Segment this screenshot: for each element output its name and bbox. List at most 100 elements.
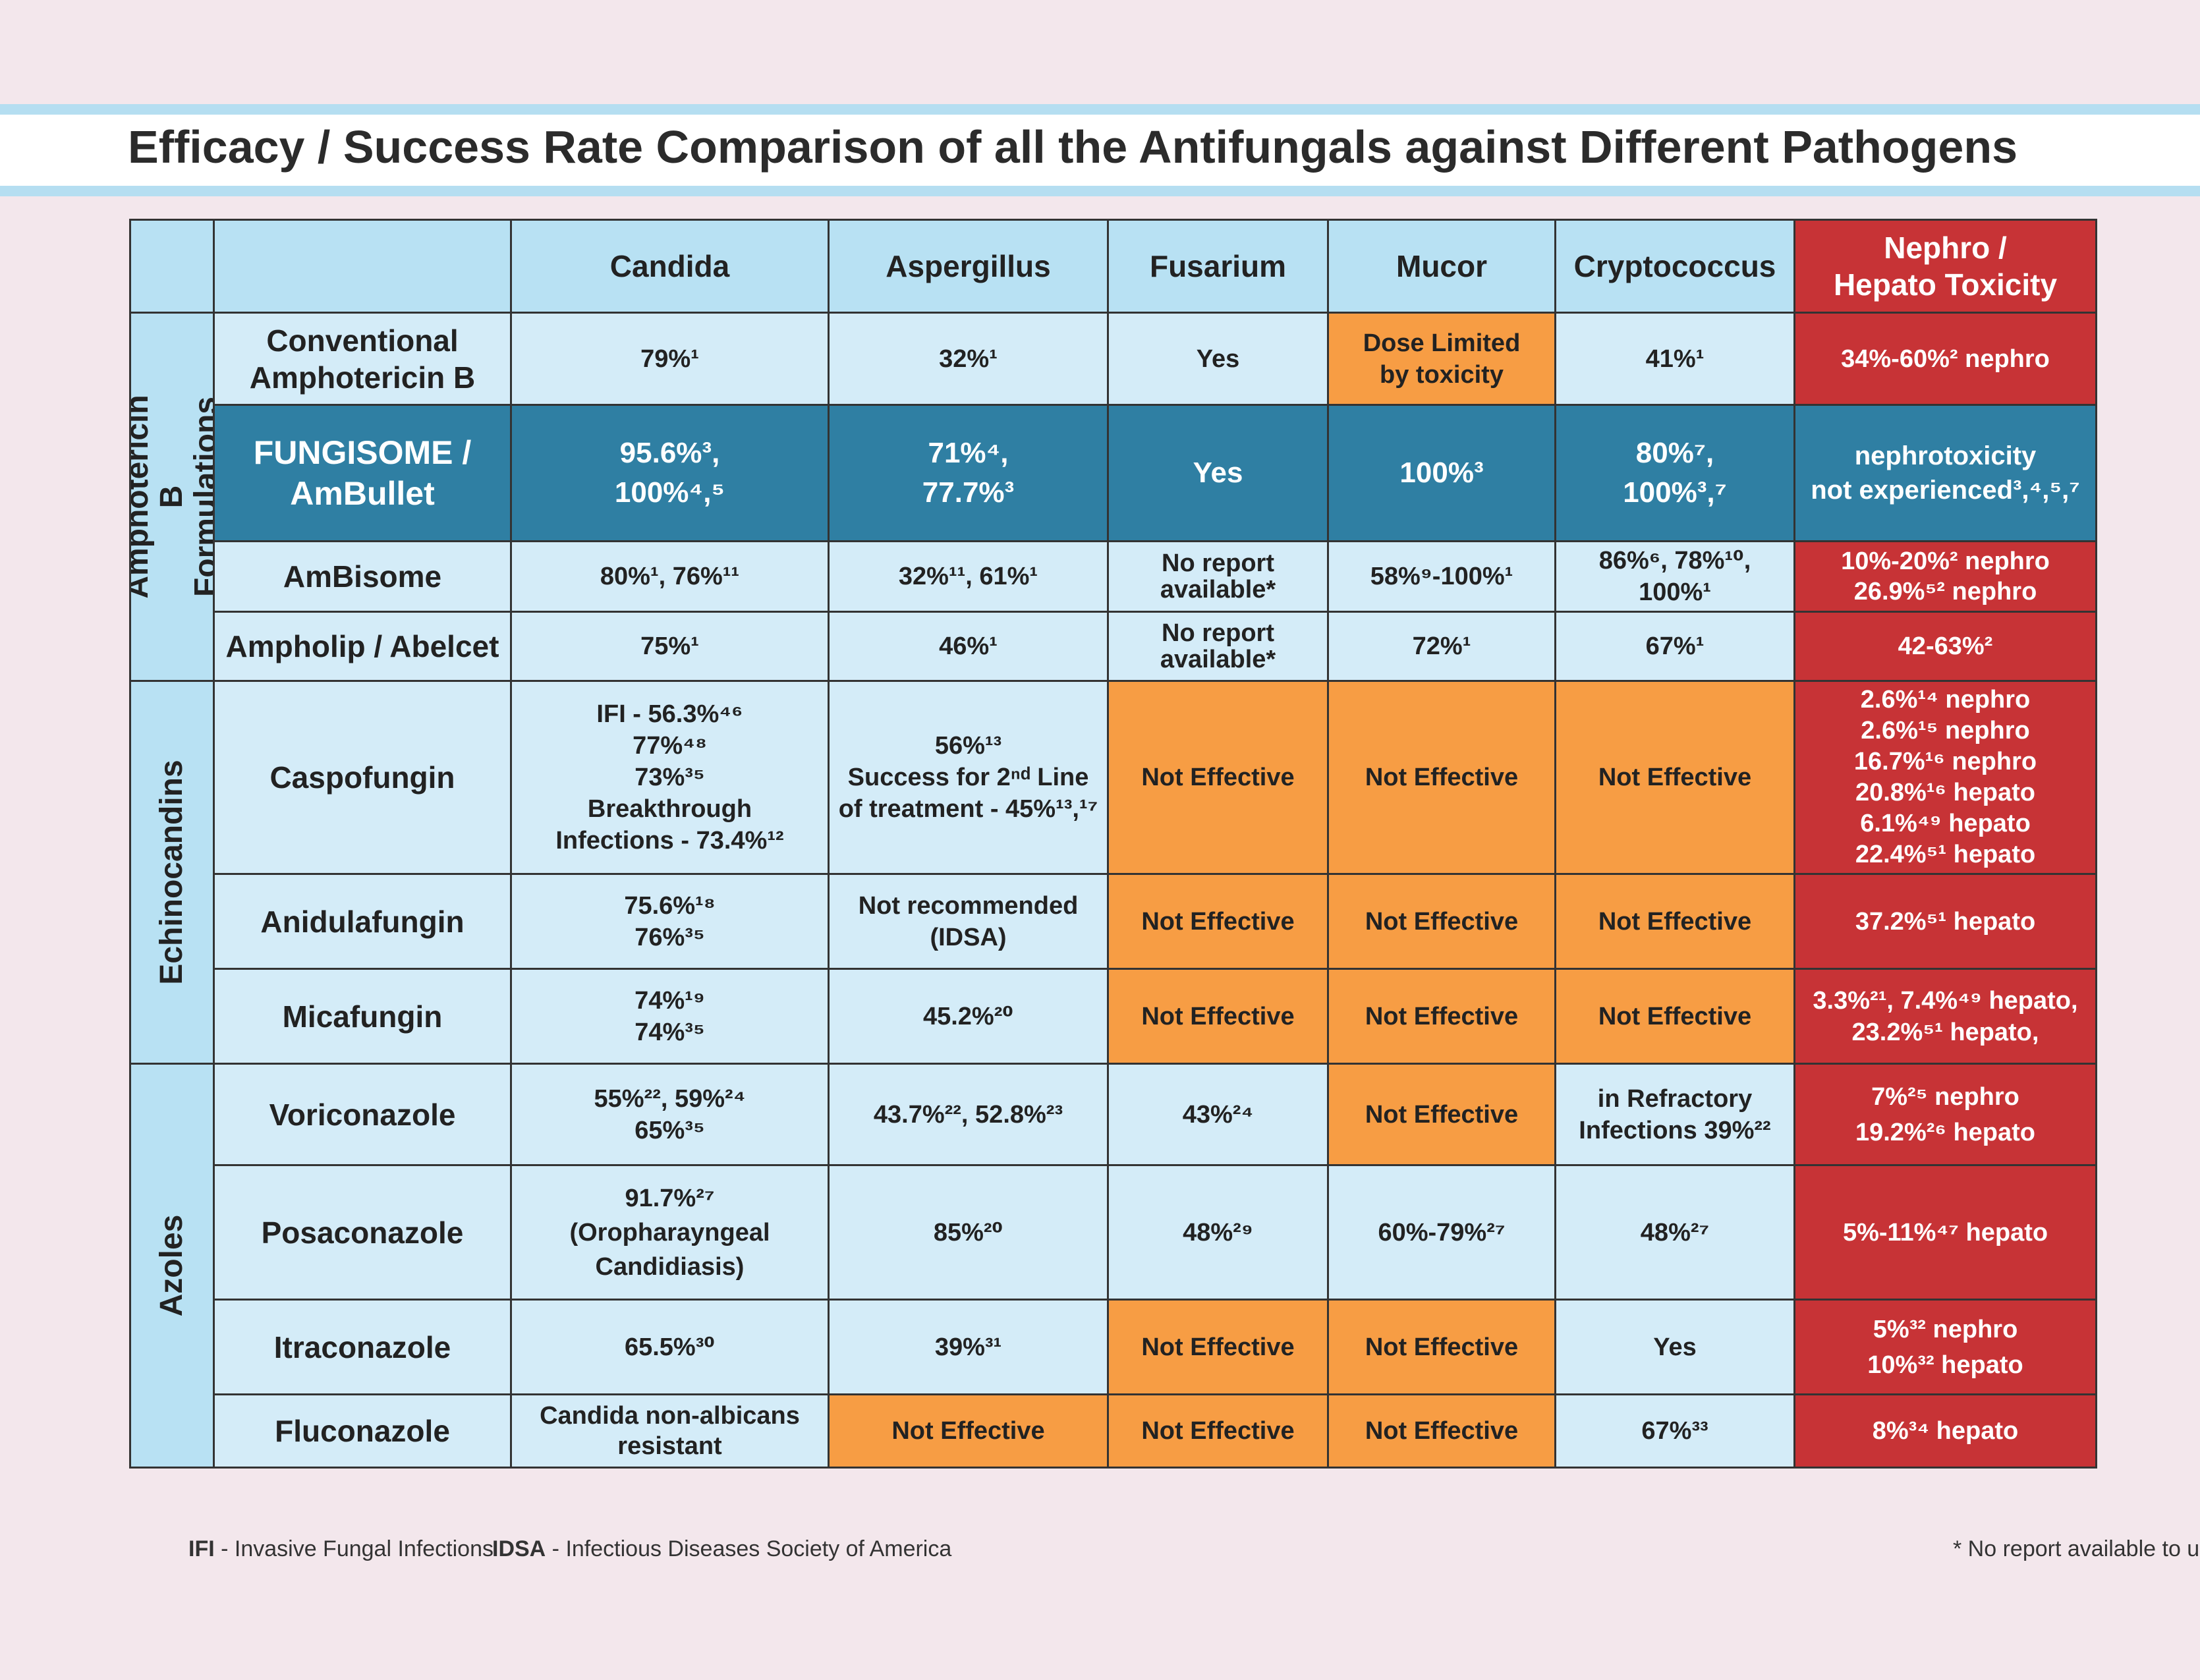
cell-toxicity: 8%³⁴ hepato (1793, 1393, 2097, 1469)
table-row: AmBisome 80%¹, 76%¹¹ 32%¹¹, 61%¹ No repo… (130, 540, 2097, 613)
drug-name: Anidulafungin (213, 873, 512, 970)
cell-candida: 74%¹⁹ 74%³⁵ (510, 968, 830, 1065)
col-header-fusarium: Fusarium (1107, 219, 1329, 314)
cell-toxicity: 5%³² nephro 10%³² hepato (1793, 1299, 2097, 1395)
title-band (0, 104, 2200, 196)
footnote-ifi-abbr: IFI (188, 1536, 215, 1561)
cell-mucor: 72%¹ (1327, 611, 1556, 682)
cell-cryptococcus: in Refractory Infections 39%²² (1554, 1063, 1795, 1166)
cell-mucor: 60%-79%²⁷ (1327, 1164, 1556, 1301)
group-label-echinocandins: Echinocandins (154, 760, 189, 985)
cell-fusarium: No report available* (1107, 540, 1329, 613)
cell-fusarium: Not Effective (1107, 968, 1329, 1065)
cell-fusarium: Not Effective (1107, 680, 1329, 875)
table-row: Amphotericin B Formulations Conventional… (129, 312, 2097, 682)
cell-mucor: Dose Limited by toxicity (1327, 312, 1556, 406)
cell-aspergillus: 32%¹ (828, 312, 1109, 406)
drug-name: Posaconazole (213, 1164, 512, 1301)
footnote-idsa-abbr: IDSA (492, 1536, 546, 1561)
table-row: Echinocandins Caspofungin IFI - 56.3%⁴⁶ … (129, 680, 2097, 1065)
drug-name: Caspofungin (213, 680, 512, 875)
cell-toxicity: 3.3%²¹, 7.4%⁴⁹ hepato, 23.2%⁵¹ hepato, (1793, 968, 2097, 1065)
drug-name: Fluconazole (213, 1393, 512, 1469)
cell-cryptococcus: 86%⁶, 78%¹⁰, 100%¹ (1554, 540, 1795, 613)
cell-mucor: Not Effective (1327, 968, 1556, 1065)
cell-fusarium: No report available* (1107, 611, 1329, 682)
table-row: Micafungin 74%¹⁹ 74%³⁵ 45.2%²⁰ Not Effec… (130, 968, 2097, 1065)
cell-fusarium: Not Effective (1107, 1393, 1329, 1469)
cell-cryptococcus: Not Effective (1554, 968, 1795, 1065)
cell-mucor: Not Effective (1327, 1393, 1556, 1469)
cell-toxicity: 7%²⁵ nephro 19.2%²⁶ hepato (1793, 1063, 2097, 1166)
col-header-toxicity: Nephro / Hepato Toxicity (1793, 219, 2097, 314)
cell-candida: 75.6%¹⁸ 76%³⁵ (510, 873, 830, 970)
cell-candida: 91.7%²⁷ (Oropharayngeal Candidiasis) (510, 1164, 830, 1301)
cell-mucor: Not Effective (1327, 1299, 1556, 1395)
cell-mucor: Not Effective (1327, 873, 1556, 970)
cell-cryptococcus: 41%¹ (1554, 312, 1795, 406)
col-header-candida: Candida (510, 219, 830, 314)
cell-cryptococcus: 67%¹ (1554, 611, 1795, 682)
table-row: Fluconazole Candida non-albicans resista… (130, 1393, 2097, 1469)
cell-aspergillus: 43.7%²², 52.8%²³ (828, 1063, 1109, 1166)
cell-candida: Candida non-albicans resistant (510, 1393, 830, 1469)
cell-cryptococcus: 80%⁷, 100%³,⁷ (1554, 404, 1795, 542)
cell-candida: 65.5%³⁰ (510, 1299, 830, 1395)
cell-fusarium: Not Effective (1107, 1299, 1329, 1395)
cell-candida: 80%¹, 76%¹¹ (510, 540, 830, 613)
cell-aspergillus: Not Effective (828, 1393, 1109, 1469)
group-amphotericin-b: Amphotericin B Formulations (129, 312, 215, 682)
cell-fusarium: 48%²⁹ (1107, 1164, 1329, 1301)
drug-name: Conventional Amphotericin B (213, 312, 512, 406)
table-row-highlight: FUNGISOME / AmBullet 95.6%³, 100%⁴,⁵ 71%… (130, 404, 2097, 542)
cell-fusarium: Yes (1107, 312, 1329, 406)
group-label-azoles: Azoles (154, 1214, 189, 1317)
cell-aspergillus: 32%¹¹, 61%¹ (828, 540, 1109, 613)
cell-toxicity: 37.2%⁵¹ hepato (1793, 873, 2097, 970)
table-row: Anidulafungin 75.6%¹⁸ 76%³⁵ Not recommen… (130, 873, 2097, 970)
cell-candida: 95.6%³, 100%⁴,⁵ (510, 404, 830, 542)
cell-aspergillus: Not recommended (IDSA) (828, 873, 1109, 970)
col-header-mucor: Mucor (1327, 219, 1556, 314)
cell-fusarium: 43%²⁴ (1107, 1063, 1329, 1166)
col-header-cryptococcus: Cryptococcus (1554, 219, 1795, 314)
cell-candida: 55%²², 59%²⁴ 65%³⁵ (510, 1063, 830, 1166)
cell-aspergillus: 71%⁴, 77.7%³ (828, 404, 1109, 542)
group-label-amphotericin-b: Amphotericin B Formulations (130, 395, 214, 599)
footnote-idsa-text: - Infectious Diseases Society of America (546, 1536, 952, 1561)
cell-toxicity: 42-63%² (1793, 611, 2097, 682)
drug-name: Micafungin (213, 968, 512, 1065)
cell-aspergillus: 46%¹ (828, 611, 1109, 682)
drug-name: FUNGISOME / AmBullet (213, 404, 512, 542)
cell-aspergillus: 39%³¹ (828, 1299, 1109, 1395)
cell-toxicity: 10%-20%² nephro 26.9%⁵² nephro (1793, 540, 2097, 613)
cell-cryptococcus: Yes (1554, 1299, 1795, 1395)
cell-mucor: Not Effective (1327, 680, 1556, 875)
cell-mucor: 58%⁹-100%¹ (1327, 540, 1556, 613)
header-row: Candida Aspergillus Fusarium Mucor Crypt… (129, 219, 2097, 314)
drug-name: AmBisome (213, 540, 512, 613)
table-row: Azoles Voriconazole 55%²², 59%²⁴ 65%³⁵ 4… (129, 1063, 2097, 1469)
cell-aspergillus: 45.2%²⁰ (828, 968, 1109, 1065)
col-header-aspergillus: Aspergillus (828, 219, 1109, 314)
table-row: Posaconazole 91.7%²⁷ (Oropharayngeal Can… (130, 1164, 2097, 1301)
footnote-no-report: * No report available to us (1953, 1536, 2200, 1561)
cell-fusarium: Yes (1107, 404, 1329, 542)
cell-cryptococcus: Not Effective (1554, 680, 1795, 875)
cell-cryptococcus: 67%³³ (1554, 1393, 1795, 1469)
antifungal-comparison-table: Candida Aspergillus Fusarium Mucor Crypt… (129, 219, 2097, 1469)
corner-cell-group (129, 219, 215, 314)
drug-name: Voriconazole (213, 1063, 512, 1166)
cell-aspergillus: 85%²⁰ (828, 1164, 1109, 1301)
cell-mucor: Not Effective (1327, 1063, 1556, 1166)
cell-candida: IFI - 56.3%⁴⁶ 77%⁴⁸ 73%³⁵ Breakthrough I… (510, 680, 830, 875)
cell-toxicity: 5%-11%⁴⁷ hepato (1793, 1164, 2097, 1301)
cell-mucor: 100%³ (1327, 404, 1556, 542)
cell-cryptococcus: 48%²⁷ (1554, 1164, 1795, 1301)
drug-name: Itraconazole (213, 1299, 512, 1395)
drug-name: Ampholip / Abelcet (213, 611, 512, 682)
cell-candida: 75%¹ (510, 611, 830, 682)
corner-cell-drug (213, 219, 512, 314)
table-row: Itraconazole 65.5%³⁰ 39%³¹ Not Effective… (130, 1299, 2097, 1395)
cell-candida: 79%¹ (510, 312, 830, 406)
